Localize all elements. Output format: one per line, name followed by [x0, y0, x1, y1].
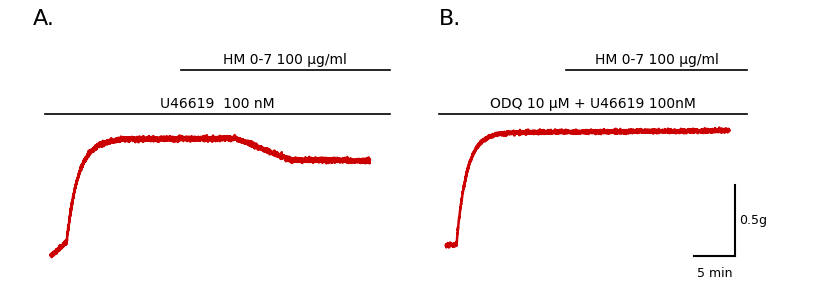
Text: ODQ 10 μM + U46619 100nM: ODQ 10 μM + U46619 100nM [490, 97, 696, 111]
Text: HM 0-7 100 μg/ml: HM 0-7 100 μg/ml [223, 53, 347, 67]
Text: A.: A. [33, 9, 55, 28]
Text: 5 min: 5 min [696, 267, 732, 280]
Text: 0.5g: 0.5g [739, 214, 767, 227]
Text: B.: B. [439, 9, 461, 28]
Text: U46619  100 nM: U46619 100 nM [160, 97, 275, 111]
Text: HM 0-7 100 μg/ml: HM 0-7 100 μg/ml [595, 53, 718, 67]
